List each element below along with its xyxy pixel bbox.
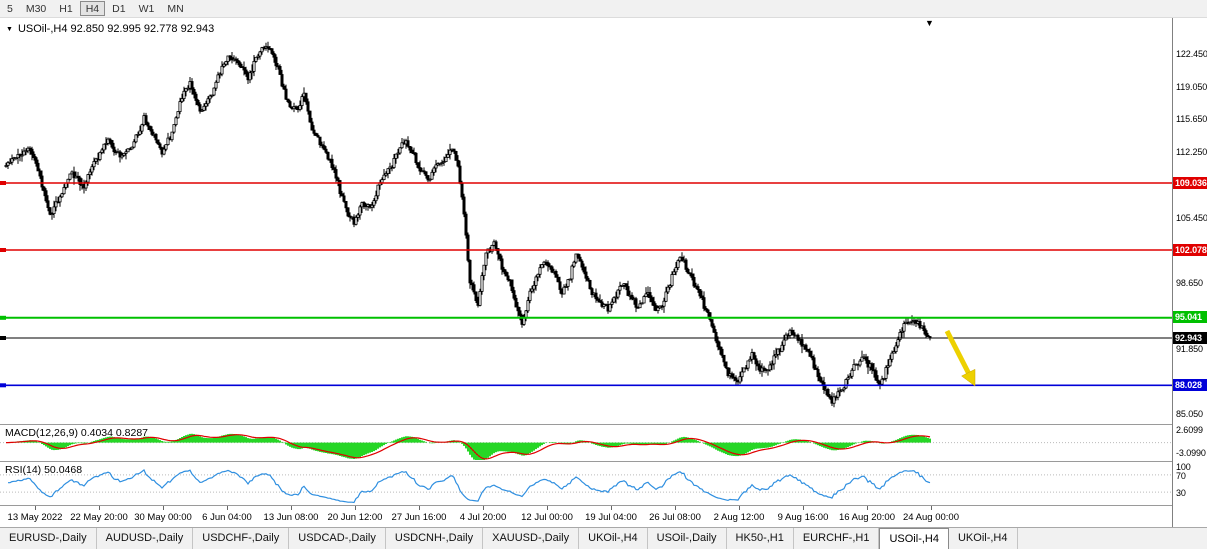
chart-tab-eurchfh1[interactable]: EURCHF-,H1 <box>794 528 880 549</box>
chart-tab-ukoilh4[interactable]: UKOil-,H4 <box>949 528 1018 549</box>
price-tag-88.028: 88.028 <box>1173 378 1207 391</box>
time-tick <box>227 506 228 510</box>
time-tick <box>483 506 484 510</box>
time-axis-label: 16 Aug 20:00 <box>839 512 895 523</box>
time-axis-line <box>0 505 1207 506</box>
time-axis-label: 13 May 2022 <box>7 512 63 523</box>
chart-tab-usdcnhdaily[interactable]: USDCNH-,Daily <box>386 528 484 549</box>
time-axis-label: 4 Jul 20:00 <box>459 512 507 523</box>
price-axis-label: 119.050 <box>1176 81 1207 92</box>
timeframe-button-m30[interactable]: M30 <box>25 3 47 15</box>
timeframe-toolbar: 5 M30 H1 H4 D1 W1 MN <box>0 0 1207 18</box>
price-axis-label: 122.450 <box>1176 48 1207 59</box>
time-tick <box>291 506 292 510</box>
rsi-indicator-label: RSI(14) 50.0468 <box>5 464 83 476</box>
pane-separator-macd-rsi[interactable] <box>0 461 1207 462</box>
rsi-line <box>7 468 931 504</box>
price-axis-label: 98.650 <box>1176 278 1203 288</box>
candlesticks[interactable] <box>4 41 932 408</box>
time-axis-label: 6 Jun 04:00 <box>202 512 252 523</box>
timeframe-button-d1[interactable]: D1 <box>112 3 126 15</box>
macd-indicator-label: MACD(12,26,9) 0.4034 0.8287 <box>5 427 149 439</box>
timeframe-button-mn[interactable]: MN <box>167 3 184 15</box>
time-tick <box>739 506 740 510</box>
price-axis-label: 105.450 <box>1176 212 1207 223</box>
price-tag-92.943: 92.943 <box>1173 331 1207 344</box>
time-tick <box>99 506 100 510</box>
chart-tab-eurusddaily[interactable]: EURUSD-,Daily <box>0 528 97 549</box>
chart-tab-usoildaily[interactable]: USOil-,Daily <box>648 528 727 549</box>
time-tick <box>931 506 932 510</box>
time-axis-label: 24 Aug 00:00 <box>903 512 959 523</box>
macd-panel-canvas[interactable] <box>0 426 1172 461</box>
chart-tab-usdcaddaily[interactable]: USDCAD-,Daily <box>289 528 386 549</box>
time-tick <box>419 506 420 510</box>
time-tick <box>611 506 612 510</box>
symbol-triangle-icon: ▼ <box>6 25 13 33</box>
chart-tab-audusddaily[interactable]: AUDUSD-,Daily <box>97 528 194 549</box>
timeframe-button-h4[interactable]: H4 <box>79 1 106 16</box>
rsi-panel-canvas[interactable] <box>0 462 1172 505</box>
time-axis: 13 May 2022 22 May 20:00 30 May 00:00 6 Jun… <box>0 506 1172 527</box>
rsi-axis-30: 30 <box>1176 488 1186 498</box>
timeframe-button-w1[interactable]: W1 <box>138 3 155 15</box>
time-axis-label: 2 Aug 12:00 <box>713 512 765 523</box>
macd-axis-min: -3.0990 <box>1176 448 1206 458</box>
time-tick <box>675 506 676 510</box>
time-tick <box>547 506 548 510</box>
price-chart-canvas[interactable] <box>0 18 1172 424</box>
time-axis-label: 26 Jul 08:00 <box>649 512 701 523</box>
scroll-to-end-icon[interactable]: ▼ <box>925 18 934 28</box>
time-tick <box>355 506 356 510</box>
price-tag-95.041: 95.041 <box>1173 311 1207 324</box>
horizontal-level-lines[interactable] <box>0 181 1172 388</box>
time-tick <box>163 506 164 510</box>
chart-tab-xauusddaily[interactable]: XAUUSD-,Daily <box>483 528 580 549</box>
chart-tab-usoilh4[interactable]: USOil-,H4 <box>879 528 949 549</box>
time-axis-label: 20 Jun 12:00 <box>327 512 383 523</box>
time-axis-label: 22 May 20:00 <box>70 512 128 523</box>
time-tick <box>867 506 868 510</box>
chart-tab-usdchfdaily[interactable]: USDCHF-,Daily <box>193 528 290 549</box>
ohlc-legend: ▼ USOil-,H4 92.850 92.995 92.778 92.943 <box>6 23 214 35</box>
price-tag-109.036: 109.036 <box>1173 176 1207 189</box>
time-axis-label: 12 Jul 00:00 <box>521 512 573 523</box>
legend-text: USOil-,H4 92.850 92.995 92.778 92.943 <box>17 23 215 35</box>
macd-histogram <box>7 433 931 460</box>
price-axis-label: 115.650 <box>1176 114 1207 125</box>
time-axis-label: 27 Jun 16:00 <box>391 512 447 523</box>
macd-axis-max: 2.6099 <box>1176 425 1203 435</box>
time-axis-label: 9 Aug 16:00 <box>777 512 829 523</box>
price-axis: 122.450 119.050 115.650 112.250 105.450 98.65… <box>1172 18 1207 527</box>
rsi-axis-100: 100 <box>1176 462 1191 472</box>
time-tick <box>803 506 804 510</box>
price-axis-label: 91.850 <box>1176 343 1203 354</box>
price-axis-label: 85.050 <box>1176 409 1203 419</box>
chart-tab-hk50h1[interactable]: HK50-,H1 <box>727 528 794 549</box>
sell-arrow-annotation[interactable] <box>944 329 976 387</box>
time-axis-label: 19 Jul 04:00 <box>585 512 637 523</box>
macd-signal-line <box>6 434 931 460</box>
time-axis-label: 30 May 00:00 <box>134 512 192 523</box>
timeframe-button-h1[interactable]: H1 <box>59 3 73 15</box>
rsi-axis-70: 70 <box>1176 471 1186 481</box>
chart-region: ▼ USOil-,H4 92.850 92.995 92.778 92.943 … <box>0 18 1207 527</box>
time-axis-label: 13 Jun 08:00 <box>263 512 319 523</box>
price-tag-102.078: 102.078 <box>1173 243 1207 256</box>
chart-tab-ukoilh4[interactable]: UKOil-,H4 <box>579 528 648 549</box>
price-axis-label: 112.250 <box>1176 147 1207 158</box>
time-tick <box>35 506 36 510</box>
pane-separator-main-macd[interactable] <box>0 424 1207 425</box>
timeframe-button-5[interactable]: 5 <box>7 3 13 15</box>
chart-tab-bar: EURUSD-,Daily AUDUSD-,Daily USDCHF-,Daily U… <box>0 527 1207 549</box>
